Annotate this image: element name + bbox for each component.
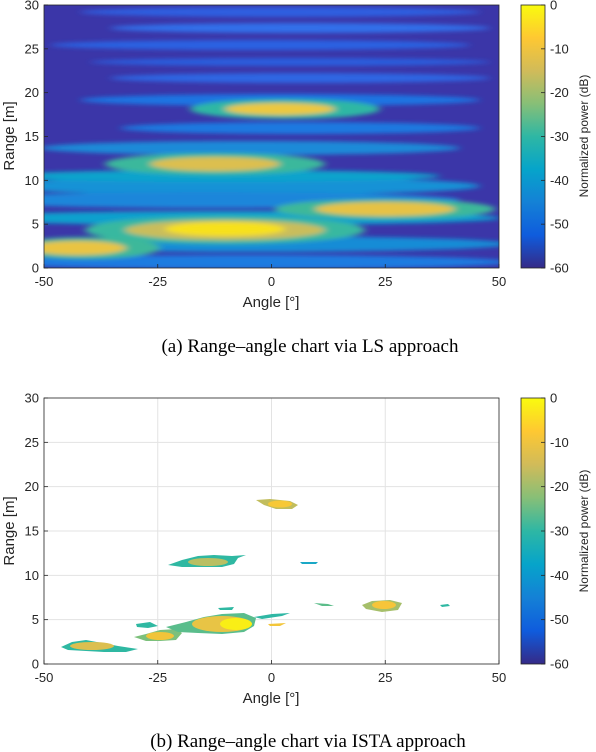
colorbar-tick-label: -40	[550, 173, 569, 188]
y-tick-label: 30	[25, 391, 39, 406]
x-tick-label: 0	[268, 274, 275, 289]
x-tick-label: 25	[378, 274, 392, 289]
plot-b: -50 -25 0 25 50 0 5 10 15 20 25 30 Angle [°] Range …	[1, 391, 591, 752]
peak-core	[165, 222, 285, 236]
x-tick-label: 50	[492, 274, 506, 289]
blob-core	[220, 618, 252, 630]
x-tick-label: -50	[35, 274, 54, 289]
colorbar-tick-label: -30	[550, 129, 569, 144]
y-tick-label: 25	[25, 41, 39, 56]
colorbar-a-ticks: 0 -10 -20 -30 -40 -50 -60	[541, 0, 569, 276]
axes-a-ticks: -50 -25 0 25 50 0 5 10 15 20 25 30	[25, 0, 507, 289]
y-tick-label: 20	[25, 85, 39, 100]
y-tick-label: 5	[32, 217, 39, 232]
colorbar-tick-label: 0	[550, 391, 557, 406]
band	[44, 170, 440, 182]
colorbar-tick-label: -50	[550, 612, 569, 627]
colorbar-b-ticks: 0 -10 -20 -30 -40 -50 -60	[541, 391, 569, 672]
blob-core	[188, 558, 228, 566]
x-tick-label: -25	[148, 670, 167, 685]
colorbar-tick-label: 0	[550, 0, 557, 13]
caption-a: (a) Range–angle chart via LS approach	[161, 336, 459, 357]
colorbar-tick-label: -10	[550, 41, 569, 56]
blob	[218, 607, 234, 610]
blob-core	[146, 632, 174, 640]
y-tick-label: 0	[32, 657, 39, 672]
y-tick-label: 15	[25, 524, 39, 539]
x-tick-label: 25	[378, 670, 392, 685]
y-tick-label: 5	[32, 612, 39, 627]
colorbar-a-label: Normalized power (dB)	[577, 75, 591, 198]
x-tick-label: -50	[35, 670, 54, 685]
y-tick-label: 15	[25, 129, 39, 144]
peak-mid	[225, 103, 335, 115]
axes-b-xlabel: Angle [°]	[243, 690, 300, 707]
colorbar-tick-label: -10	[550, 435, 569, 450]
blob	[136, 622, 158, 628]
heatmap-a	[44, 5, 499, 268]
peak-mid	[150, 157, 280, 171]
x-tick-label: 0	[268, 670, 275, 685]
band	[110, 73, 490, 83]
band	[90, 58, 490, 66]
axes-b-ylabel: Range [m]	[1, 496, 18, 565]
band	[110, 23, 490, 33]
blob	[268, 623, 286, 626]
y-tick-label: 10	[25, 173, 39, 188]
axes-a-xlabel: Angle [°]	[243, 294, 300, 311]
peak-mid	[315, 202, 455, 216]
band	[44, 141, 460, 155]
colorbar-tick-label: -20	[550, 479, 569, 494]
y-tick-label: 30	[25, 0, 39, 13]
peak-mid	[44, 241, 126, 255]
blob	[440, 604, 450, 607]
blob-core	[70, 642, 114, 650]
axes-b-ticks: -50 -25 0 25 50 0 5 10 15 20 25 30	[25, 391, 507, 686]
band	[50, 40, 470, 50]
heatmap-b	[61, 499, 450, 652]
colorbar-b-label: Normalized power (dB)	[577, 470, 591, 593]
y-tick-label: 0	[32, 261, 39, 276]
band	[80, 7, 480, 17]
plot-a: -50 -25 0 25 50 0 5 10 15 20 25 30 Angle [°] Range …	[1, 0, 591, 357]
colorbar-tick-label: -60	[550, 657, 569, 672]
y-tick-label: 10	[25, 568, 39, 583]
blob	[254, 613, 290, 619]
colorbar-tick-label: -50	[550, 217, 569, 232]
blob	[300, 562, 318, 564]
blob-core	[268, 500, 292, 508]
blob	[314, 603, 334, 606]
axes-a-ylabel: Range [m]	[1, 101, 18, 170]
colorbar-tick-label: -60	[550, 261, 569, 276]
band	[120, 122, 480, 134]
colorbar-tick-label: -30	[550, 524, 569, 539]
y-tick-label: 20	[25, 479, 39, 494]
colorbar-tick-label: -20	[550, 85, 569, 100]
y-tick-label: 25	[25, 435, 39, 450]
blob-core	[372, 601, 396, 609]
x-tick-label: -25	[148, 274, 167, 289]
colorbar-tick-label: -40	[550, 568, 569, 583]
x-tick-label: 50	[492, 670, 506, 685]
caption-b: (b) Range–angle chart via ISTA approach	[150, 731, 466, 752]
